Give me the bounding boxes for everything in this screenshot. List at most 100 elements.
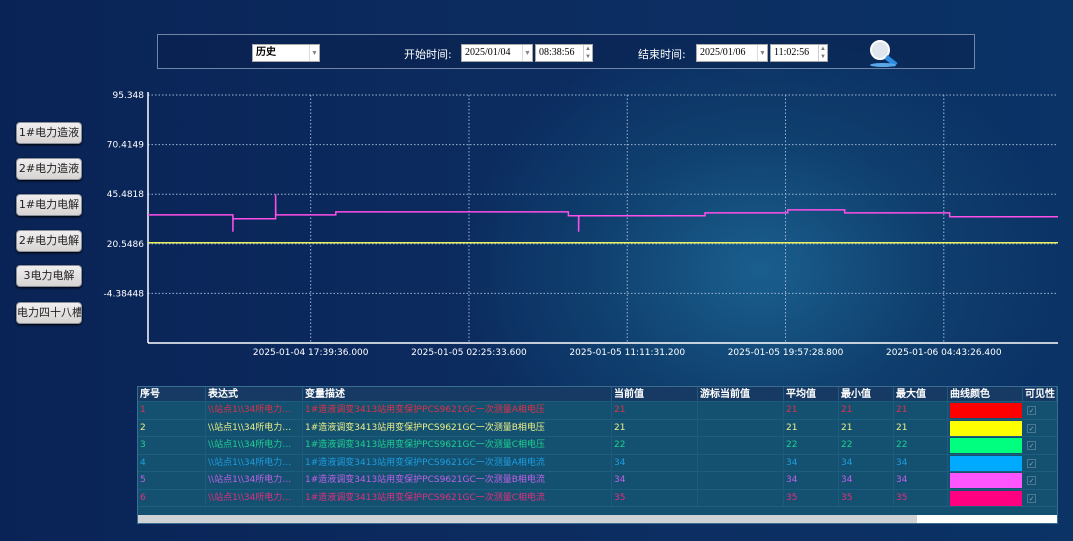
column-header[interactable]: 表达式 <box>206 387 303 401</box>
column-header[interactable]: 可见性 <box>1025 387 1057 401</box>
cell-cur: 34 <box>612 454 698 471</box>
table-row[interactable]: 5 \\站点1\\34所电力… 1#造液调变3413站用变保护PCS9621GC一次… <box>138 472 1057 490</box>
cell-cursor <box>698 489 784 506</box>
cell-min: 21 <box>839 419 894 436</box>
cell-desc: 1#造液调变3413站用变保护PCS9621GC一次测量C相电压 <box>303 437 612 454</box>
end-time-value: 11:02:56 <box>774 47 810 58</box>
table-row[interactable]: 4 \\站点1\\34所电力… 1#造液调变3413站用变保护PCS9621GC一次… <box>138 454 1057 472</box>
column-header[interactable]: 变量描述 <box>303 387 612 401</box>
column-header[interactable]: 序号 <box>138 387 206 401</box>
cell-max: 21 <box>894 419 948 436</box>
start-time-spinner[interactable]: 08:38:56 ▲ ▼ <box>535 44 593 62</box>
x-tick-label: 2025-01-06 04:43:26.400 <box>886 348 1002 358</box>
visibility-checkbox[interactable]: ✓ <box>1027 476 1036 485</box>
table-row[interactable]: 2 \\站点1\\34所电力… 1#造液调变3413站用变保护PCS9621GC一次… <box>138 419 1057 437</box>
cell-no: 5 <box>138 472 206 489</box>
search-button[interactable] <box>866 38 900 68</box>
column-header[interactable]: 游标当前值 <box>698 387 784 401</box>
y-tick-label: -4.38448 <box>104 289 145 299</box>
horizontal-scrollbar[interactable] <box>138 515 1057 523</box>
cell-cur: 34 <box>612 472 698 489</box>
column-header[interactable]: 最小值 <box>839 387 894 401</box>
cell-min: 34 <box>839 454 894 471</box>
cell-no: 4 <box>138 454 206 471</box>
visibility-checkbox[interactable]: ✓ <box>1027 423 1036 433</box>
visibility-checkbox[interactable]: ✓ <box>1027 493 1036 503</box>
cell-no: 6 <box>138 489 206 506</box>
cell-min: 22 <box>839 437 894 454</box>
table-row[interactable]: 6 \\站点1\\34所电力… 1#造液调变3413站用变保护PCS9621GC一次… <box>138 489 1057 507</box>
y-tick-label: 70.4149 <box>107 141 144 151</box>
cell-cursor <box>698 402 784 419</box>
end-time-spinner[interactable]: 11:02:56 ▲ ▼ <box>770 44 828 62</box>
x-tick-label: 2025-01-04 17:39:36.000 <box>253 348 369 358</box>
visibility-checkbox[interactable]: ✓ <box>1027 406 1036 415</box>
spin-arrows-icon[interactable]: ▲ ▼ <box>583 45 592 61</box>
cell-max: 22 <box>894 437 948 454</box>
sidebar-item-48-cells[interactable]: 电力四十八槽 <box>16 302 82 324</box>
cell-no: 1 <box>138 402 206 419</box>
table-row[interactable]: 1 \\站点1\\34所电力… 1#造液调变3413站用变保护PCS9621GC一次… <box>138 402 1057 420</box>
cell-avg: 22 <box>784 437 839 454</box>
cell-min: 34 <box>839 472 894 489</box>
series-line-1 <box>148 194 1058 232</box>
query-toolbar: 历史 ▼ 开始时间: 2025/01/04 ▼ 08:38:56 ▲ ▼ 结束时间: 2… <box>157 34 975 69</box>
cell-cursor <box>698 437 784 454</box>
curve-color-swatch[interactable] <box>950 420 1022 436</box>
curve-color-swatch[interactable] <box>950 473 1022 488</box>
cell-max: 35 <box>894 489 948 506</box>
table-row[interactable]: 3 \\站点1\\34所电力… 1#造液调变3413站用变保护PCS9621GC一次… <box>138 437 1057 455</box>
curve-color-swatch[interactable] <box>950 403 1022 418</box>
column-header[interactable]: 曲线颜色 <box>948 387 1023 401</box>
cell-cur: 21 <box>612 419 698 436</box>
cell-avg: 21 <box>784 419 839 436</box>
cell-no: 2 <box>138 419 206 436</box>
chevron-down-icon: ▼ <box>757 45 767 61</box>
sidebar-item-3-electrolysis[interactable]: 3电力电解 <box>16 265 82 287</box>
curve-color-swatch[interactable] <box>950 455 1022 471</box>
cell-no: 3 <box>138 437 206 454</box>
cell-avg: 35 <box>784 489 839 506</box>
cell-avg: 21 <box>784 402 839 419</box>
mode-select[interactable]: 历史 ▼ <box>252 44 320 62</box>
cell-cursor <box>698 472 784 489</box>
sidebar-item-1-electrolysis[interactable]: 1#电力电解 <box>16 194 82 216</box>
end-date-picker[interactable]: 2025/01/06 ▼ <box>696 44 768 62</box>
column-header[interactable]: 平均值 <box>784 387 839 401</box>
cell-max: 21 <box>894 402 948 419</box>
trend-chart[interactable]: 95.348 70.4149 45.4818 20.5486 -4.38448 2025-… <box>0 0 1073 370</box>
mode-value: 历史 <box>256 47 276 58</box>
cell-cur: 22 <box>612 437 698 454</box>
spin-arrows-icon[interactable]: ▲ ▼ <box>818 45 827 61</box>
cell-min: 35 <box>839 489 894 506</box>
sidebar-item-1-electric-liquid[interactable]: 1#电力造液 <box>16 122 82 144</box>
start-date-picker[interactable]: 2025/01/04 ▼ <box>461 44 533 62</box>
y-tick-label: 95.348 <box>113 91 145 101</box>
cell-avg: 34 <box>784 454 839 471</box>
curve-color-swatch[interactable] <box>950 438 1022 453</box>
cell-desc: 1#造液调变3413站用变保护PCS9621GC一次测量A相电压 <box>303 402 612 419</box>
chevron-down-icon: ▼ <box>309 45 319 61</box>
y-tick-label: 45.4818 <box>107 190 144 200</box>
column-header[interactable]: 最大值 <box>894 387 948 401</box>
end-date-value: 2025/01/06 <box>700 47 746 58</box>
curve-color-swatch[interactable] <box>950 490 1022 506</box>
cell-expr: \\站点1\\34所电力… <box>206 454 303 471</box>
cell-expr: \\站点1\\34所电力… <box>206 437 303 454</box>
scrollbar-thumb[interactable] <box>138 515 917 523</box>
cell-expr: \\站点1\\34所电力… <box>206 419 303 436</box>
variable-table: 序号 表达式 变量描述 当前值 游标当前值 平均值 最小值 最大值 曲线颜色 可见性 1 \\站点1\… <box>137 386 1058 524</box>
cell-expr: \\站点1\\34所电力… <box>206 472 303 489</box>
sidebar-item-2-electric-liquid[interactable]: 2#电力造液 <box>16 158 82 180</box>
cell-desc: 1#造液调变3413站用变保护PCS9621GC一次测量B相电流 <box>303 472 612 489</box>
column-header[interactable]: 当前值 <box>612 387 698 401</box>
cell-desc: 1#造液调变3413站用变保护PCS9621GC一次测量A相电流 <box>303 454 612 471</box>
start-date-value: 2025/01/04 <box>465 47 511 58</box>
sidebar-item-2-electrolysis[interactable]: 2#电力电解 <box>16 230 82 252</box>
x-tick-label: 2025-01-05 11:11:31.200 <box>569 348 685 358</box>
cell-cursor <box>698 419 784 436</box>
visibility-checkbox[interactable]: ✓ <box>1027 441 1036 450</box>
y-tick-label: 20.5486 <box>107 240 144 250</box>
cell-cursor <box>698 454 784 471</box>
visibility-checkbox[interactable]: ✓ <box>1027 458 1036 468</box>
